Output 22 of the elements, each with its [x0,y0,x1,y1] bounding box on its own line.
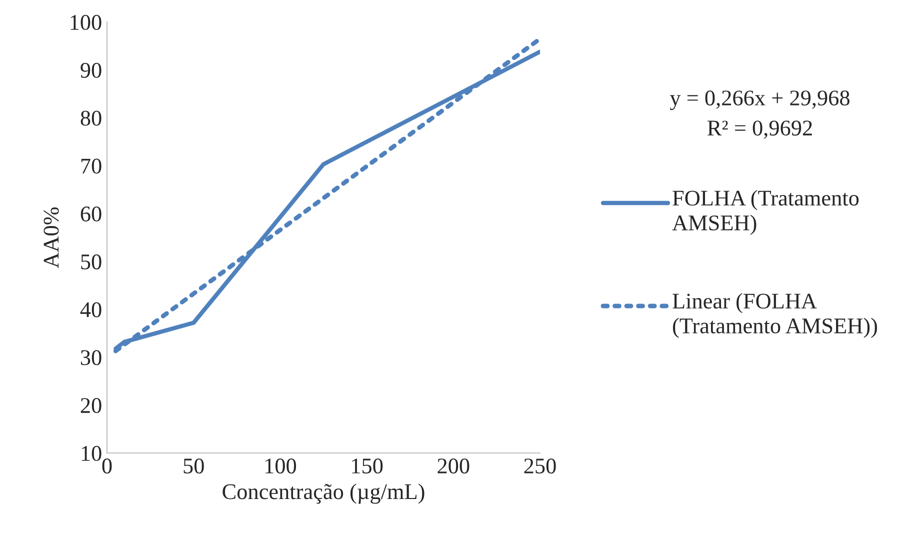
y-tick-label: 60 [80,206,102,222]
y-tick-label: 70 [81,158,102,174]
y-tick-label: 80 [80,110,102,126]
y-axis-title: AA0% [44,207,59,268]
x-axis-title: Concentração (µg/mL) [222,484,424,504]
y-tick-label: 20 [80,398,102,414]
y-tick-label: 100 [70,14,102,30]
x-tick-label: 200 [438,458,470,474]
x-tick-label: 100 [265,458,296,474]
y-tick-label: 90 [80,62,102,78]
y-tick-label: 40 [80,302,102,318]
text: R² = 0,9692 [708,120,812,139]
x-tick-label: 50 [184,458,204,474]
legend-label: Linear (FOLHA (Tratamento AMSEH)) [672,293,877,338]
x-tick-label: 0 [102,458,112,474]
text: y = 0,266x + 29,968 [670,90,850,110]
y-tick-label: 10 [82,446,102,461]
legend-label: FOLHA (Tratamento AMSEH) [672,190,859,235]
x-tick-label: 150 [352,458,383,474]
y-tick-label: 50 [81,254,102,270]
y-tick-label: 30 [80,350,102,366]
x-tick-label: 250 [524,458,556,474]
